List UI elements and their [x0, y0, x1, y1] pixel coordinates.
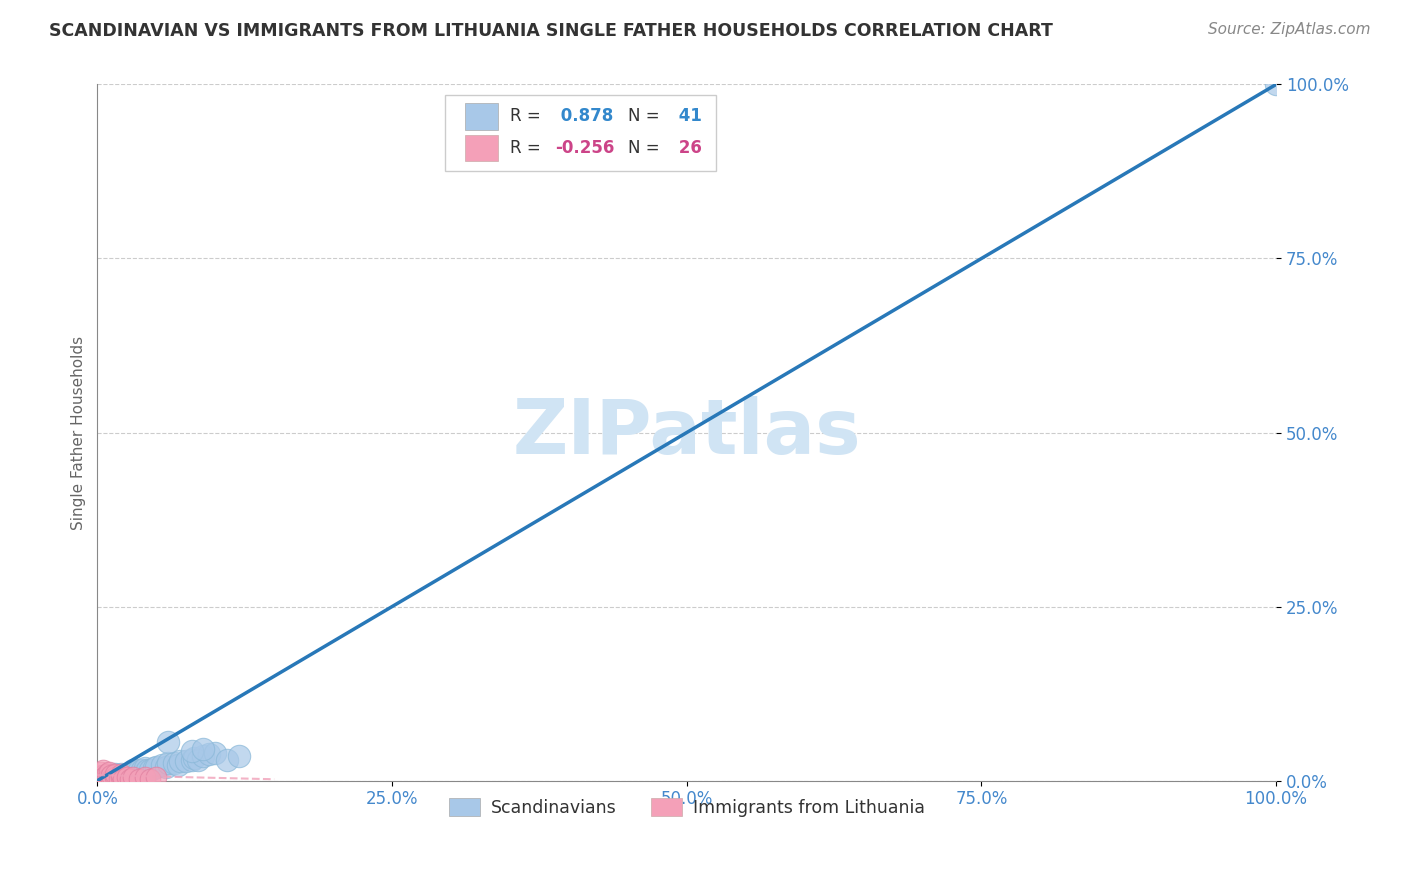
Point	[134, 770, 156, 784]
Point	[98, 770, 121, 784]
Point	[96, 772, 118, 786]
Point	[145, 770, 167, 784]
Point	[89, 770, 111, 784]
Point	[139, 763, 162, 777]
Text: R =: R =	[510, 139, 541, 157]
Point	[90, 765, 112, 780]
Point	[100, 772, 122, 786]
Text: 26: 26	[672, 139, 702, 157]
Text: 41: 41	[672, 107, 702, 126]
Point	[124, 765, 146, 780]
Point	[104, 770, 127, 784]
Point	[91, 772, 114, 786]
Point	[198, 747, 221, 762]
Point	[142, 761, 165, 775]
Point	[115, 770, 138, 784]
Point	[98, 765, 121, 780]
Text: N =: N =	[628, 139, 659, 157]
Point	[112, 770, 135, 784]
Point	[174, 754, 197, 768]
Point	[135, 763, 157, 777]
Point	[180, 744, 202, 758]
Text: Source: ZipAtlas.com: Source: ZipAtlas.com	[1208, 22, 1371, 37]
Y-axis label: Single Father Households: Single Father Households	[72, 335, 86, 530]
Point	[91, 763, 114, 777]
Point	[93, 770, 115, 784]
Point	[215, 753, 238, 767]
FancyBboxPatch shape	[465, 135, 498, 161]
Point	[134, 761, 156, 775]
Point	[115, 766, 138, 780]
Point	[187, 753, 209, 767]
Point	[91, 768, 114, 782]
Point	[150, 758, 173, 772]
FancyBboxPatch shape	[465, 103, 498, 129]
Text: -0.256: -0.256	[555, 139, 614, 157]
Text: N =: N =	[628, 107, 659, 126]
Point	[120, 772, 142, 786]
Point	[180, 753, 202, 767]
Point	[128, 772, 150, 786]
Point	[193, 742, 215, 756]
Point	[183, 751, 205, 765]
Text: 0.878: 0.878	[555, 107, 613, 126]
Point	[96, 766, 118, 780]
Point	[131, 763, 153, 777]
Point	[100, 772, 122, 787]
Point	[121, 766, 143, 780]
Point	[104, 770, 127, 784]
Point	[120, 768, 142, 782]
Text: R =: R =	[510, 107, 541, 126]
Point	[104, 766, 127, 780]
Text: SCANDINAVIAN VS IMMIGRANTS FROM LITHUANIA SINGLE FATHER HOUSEHOLDS CORRELATION C: SCANDINAVIAN VS IMMIGRANTS FROM LITHUANI…	[49, 22, 1053, 40]
Point	[157, 735, 180, 749]
Point	[110, 766, 132, 780]
Point	[155, 760, 177, 774]
Point	[163, 756, 186, 771]
Legend: Scandinavians, Immigrants from Lithuania: Scandinavians, Immigrants from Lithuania	[441, 791, 932, 824]
Point	[98, 770, 121, 784]
Point	[1265, 78, 1288, 92]
Point	[157, 756, 180, 771]
Point	[204, 746, 226, 760]
Point	[128, 763, 150, 777]
Point	[112, 772, 135, 786]
Point	[134, 765, 156, 780]
Point	[107, 770, 129, 784]
Point	[121, 763, 143, 777]
Point	[110, 770, 132, 784]
Point	[169, 754, 191, 768]
Point	[145, 760, 167, 774]
Text: ZIPatlas: ZIPatlas	[512, 395, 860, 469]
Point	[86, 768, 108, 782]
Point	[91, 770, 114, 784]
Point	[110, 766, 132, 780]
Point	[193, 749, 215, 764]
Point	[228, 749, 250, 764]
Point	[107, 772, 129, 786]
FancyBboxPatch shape	[446, 95, 716, 171]
Point	[139, 772, 162, 786]
Point	[121, 770, 143, 784]
Point	[96, 772, 118, 786]
Point	[104, 766, 127, 780]
Point	[100, 768, 122, 782]
Point	[166, 758, 188, 772]
